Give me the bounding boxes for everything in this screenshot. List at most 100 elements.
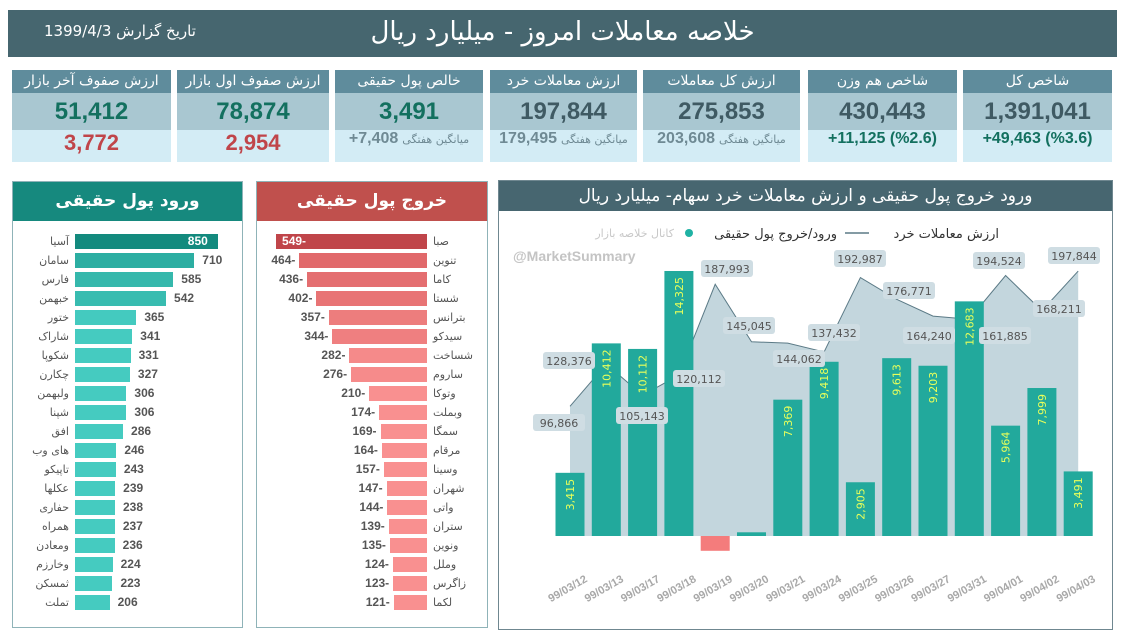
kpi-sub-value: 203,608 (657, 130, 715, 147)
outflow-value: 169- (352, 424, 377, 438)
kpi-value: 51,412 (12, 93, 171, 130)
flow-chart: ورود خروج پول حقیقی و ارزش معاملات خرد س… (498, 180, 1113, 630)
flow-bar-label: 9,203 (927, 372, 940, 404)
symbol-name: ثمسکن (35, 577, 69, 590)
x-tick-label: 99/04/02 (1018, 573, 1061, 605)
symbol-name: کاما (433, 273, 451, 286)
line-label-box (903, 327, 955, 344)
inflow-row: چکارن 327 (13, 367, 243, 382)
symbol-name: چکارن (39, 368, 69, 381)
outflow-value: 344- (304, 329, 329, 343)
flow-bar (809, 361, 839, 536)
symbol-name: ولبهمن (37, 387, 69, 400)
inflow-value: 341 (140, 329, 161, 343)
outflow-bar (380, 424, 427, 439)
x-tick-label: 99/03/12 (546, 573, 589, 605)
outflow-value: 402- (288, 291, 313, 305)
line-label: 197,844 (1051, 250, 1097, 263)
inflow-value: 243 (123, 462, 144, 476)
line-label-box (543, 352, 595, 369)
outflow-row: 436- کاما (257, 272, 487, 287)
outflow-bar (379, 405, 427, 420)
inflow-bar (75, 519, 115, 534)
inflow-bar (75, 272, 174, 287)
symbol-name: تاپیکو (44, 463, 69, 476)
inflow-bar (75, 291, 167, 306)
kpi-title: خالص پول حقیقی (335, 70, 483, 93)
outflow-value: 123- (365, 576, 390, 590)
inflow-row: حفاری 238 (13, 500, 243, 515)
kpi-title: ارزش صفوف اول بازار (177, 70, 329, 93)
symbol-name: حفاری (39, 501, 69, 514)
line-label: 145,045 (726, 320, 772, 333)
symbol-name: شاراک (38, 330, 69, 343)
outflow-value: 135- (361, 538, 386, 552)
symbol-name: واتی (433, 501, 454, 514)
flow-bar (918, 365, 948, 536)
inflow-row: آسیا 850 (13, 234, 243, 249)
x-tick-label: 99/03/13 (583, 573, 626, 605)
line-label: 105,143 (619, 410, 665, 423)
symbol-name: افق (51, 425, 70, 438)
kpi-value: 3,491 (335, 93, 483, 130)
flow-bar (628, 348, 658, 536)
symbol-name: ساروم (433, 368, 464, 381)
page-title: خلاصه معاملات امروز - میلیارد ریال (370, 17, 755, 47)
outflow-bar (392, 557, 427, 572)
symbol-name: سیدکو (433, 330, 463, 343)
outflow-row: 210- وتوکا (257, 386, 487, 401)
outflow-row: 147- شهران (257, 481, 487, 496)
inflow-value: 237 (122, 519, 143, 533)
outflow-row: 402- شستا (257, 291, 487, 306)
flow-bar-label: 10,112 (637, 355, 650, 394)
kpi-title: ارزش معاملات خرد (490, 70, 637, 93)
inflow-row: شپنا 306 (13, 405, 243, 420)
inflow-bar (75, 538, 115, 553)
legend-line: ارزش معاملات خرد (894, 227, 999, 242)
flow-bar-label: 12,683 (963, 307, 976, 346)
kpi-sub-label: میانگین هفتگی (561, 133, 628, 146)
outflow-title: خروج پول حقیقی (257, 182, 487, 221)
inflow-row: همراه 237 (13, 519, 243, 534)
inflow-value: 710 (202, 253, 223, 267)
outflow-bar (393, 576, 427, 591)
outflow-bar (369, 386, 427, 401)
line-label-box (883, 282, 935, 299)
flow-bar (991, 425, 1021, 536)
kpi-title: ارزش صفوف آخر بازار (12, 70, 171, 93)
x-tick-label: 99/03/27 (909, 573, 952, 605)
outflow-row: 157- وسینا (257, 462, 487, 477)
symbol-name: لکما (433, 596, 453, 609)
inflow-row: تملت 206 (13, 595, 243, 610)
symbol-name: شساخت (433, 349, 473, 362)
outflow-row: 344- سیدکو (257, 329, 487, 344)
flow-bar-label: 2,905 (854, 488, 867, 520)
inflow-value: 206 (117, 595, 138, 609)
outflow-bar (351, 367, 427, 382)
line-label: 144,062 (776, 353, 822, 366)
outflow-bar (307, 272, 427, 287)
line-label-box (808, 324, 860, 341)
inflow-title: ورود پول حقیقی (13, 182, 242, 221)
symbol-name: های وب (32, 444, 69, 457)
flow-bar-label: 9,613 (891, 364, 904, 396)
x-tick-label: 99/03/26 (873, 573, 916, 605)
kpi-sub-value: +49,463 (%3.6) (982, 130, 1093, 147)
outflow-value: 174- (351, 405, 376, 419)
symbol-name: صبا (433, 235, 450, 248)
watermark-channel: کانال خلاصه بازار (594, 227, 674, 240)
chart-svg: کانال خلاصه بازار @MarketSummary ورود/خروج… (513, 227, 1100, 605)
line-label-box (973, 252, 1025, 269)
kpi-title: شاخص هم وزن (808, 70, 957, 93)
line-label-box (723, 317, 775, 334)
symbol-name: تنوین (433, 254, 457, 267)
x-tick-label: 99/03/18 (655, 573, 698, 605)
inflow-bar (75, 405, 127, 420)
outflow-row: 139- ستران (257, 519, 487, 534)
line-label: 96,866 (540, 417, 579, 430)
line-label-box (533, 414, 585, 431)
outflow-bar (383, 462, 427, 477)
outflow-bar (332, 329, 427, 344)
inflow-row: سامان 710 (13, 253, 243, 268)
symbol-name: خبهمن (39, 292, 69, 305)
